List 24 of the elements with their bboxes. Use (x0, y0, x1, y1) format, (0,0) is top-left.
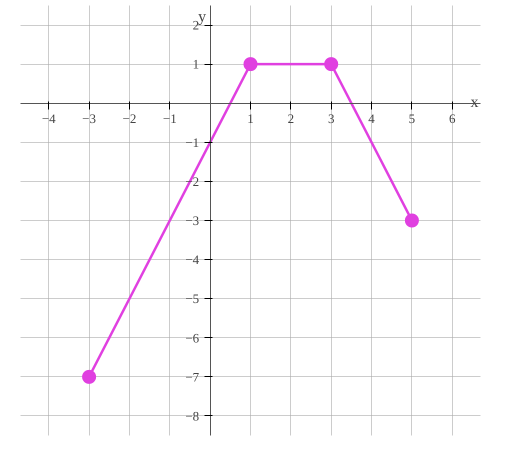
x-tick-label: 6 (449, 111, 456, 126)
x-tick-label: −2 (122, 111, 136, 126)
x-tick-label: −4 (42, 111, 56, 126)
x-tick-label: −1 (162, 111, 177, 126)
point (82, 370, 96, 384)
point (244, 57, 258, 72)
y-tick-label: −8 (185, 408, 200, 424)
y-tick-label: −5 (185, 291, 200, 306)
x-tick-label: −3 (82, 111, 96, 126)
x-tick-label: 4 (368, 111, 376, 126)
x-tick-label: 1 (247, 111, 254, 126)
x-tick-label: 5 (408, 111, 416, 126)
y-tick-label: −3 (185, 213, 200, 228)
y-tick-label: 2 (192, 18, 200, 33)
y-tick-label: −1 (185, 134, 200, 150)
point (404, 214, 419, 228)
y-tick-label: 1 (192, 56, 200, 72)
x-tick-label: 2 (288, 111, 294, 126)
y-tick-label: −4 (185, 252, 200, 268)
x-tick-label: 3 (328, 111, 334, 126)
y-tick-label: −7 (185, 369, 200, 384)
y-axis-title: y (198, 8, 206, 26)
y-tick-label: −6 (185, 330, 200, 346)
point (324, 57, 338, 72)
